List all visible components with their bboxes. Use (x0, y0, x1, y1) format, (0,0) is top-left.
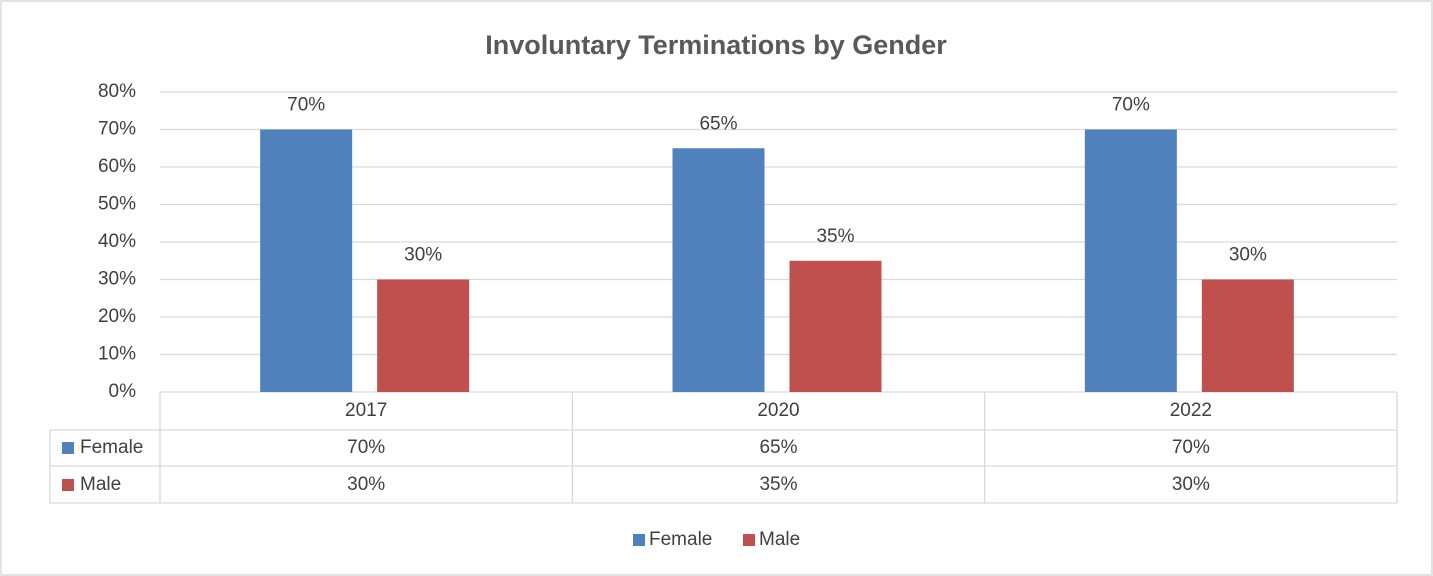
bar (260, 129, 353, 392)
data-label: 70% (287, 95, 325, 116)
table-cell: 70% (347, 437, 385, 458)
bar (672, 148, 765, 392)
y-tick-label: 70% (98, 119, 136, 140)
y-tick-label: 40% (98, 231, 136, 252)
chart-title: Involuntary Terminations by Gender (485, 30, 947, 60)
data-label: 35% (816, 226, 854, 247)
table-legend-key (62, 442, 74, 454)
y-tick-label: 60% (98, 156, 136, 177)
x-tick-label: 2020 (757, 400, 799, 421)
legend-key (743, 534, 755, 546)
table-cell: 65% (759, 437, 797, 458)
legend-label: Male (759, 529, 800, 550)
data-label: 65% (699, 113, 737, 134)
table-row-label: Male (80, 474, 121, 495)
data-label: 30% (1229, 245, 1267, 266)
table-cell: 35% (759, 474, 797, 495)
x-tick-label: 2017 (345, 400, 387, 421)
table-legend-key (62, 479, 74, 491)
table-row-label: Female (80, 437, 143, 458)
y-tick-label: 10% (98, 344, 136, 365)
bar (789, 260, 882, 392)
y-tick-label: 30% (98, 269, 136, 290)
table-cell: 70% (1172, 437, 1210, 458)
bar (377, 279, 470, 392)
legend-label: Female (649, 529, 712, 550)
table-cell: 30% (1172, 474, 1210, 495)
bar (1201, 279, 1294, 392)
y-tick-label: 20% (98, 306, 136, 327)
y-tick-label: 50% (98, 194, 136, 215)
y-tick-label: 80% (98, 81, 136, 102)
table-cell: 30% (347, 474, 385, 495)
data-label: 30% (404, 245, 442, 266)
x-tick-label: 2022 (1170, 400, 1212, 421)
bar (1084, 129, 1177, 392)
legend-key (633, 534, 645, 546)
data-label: 70% (1112, 95, 1150, 116)
y-tick-label: 0% (109, 381, 137, 402)
